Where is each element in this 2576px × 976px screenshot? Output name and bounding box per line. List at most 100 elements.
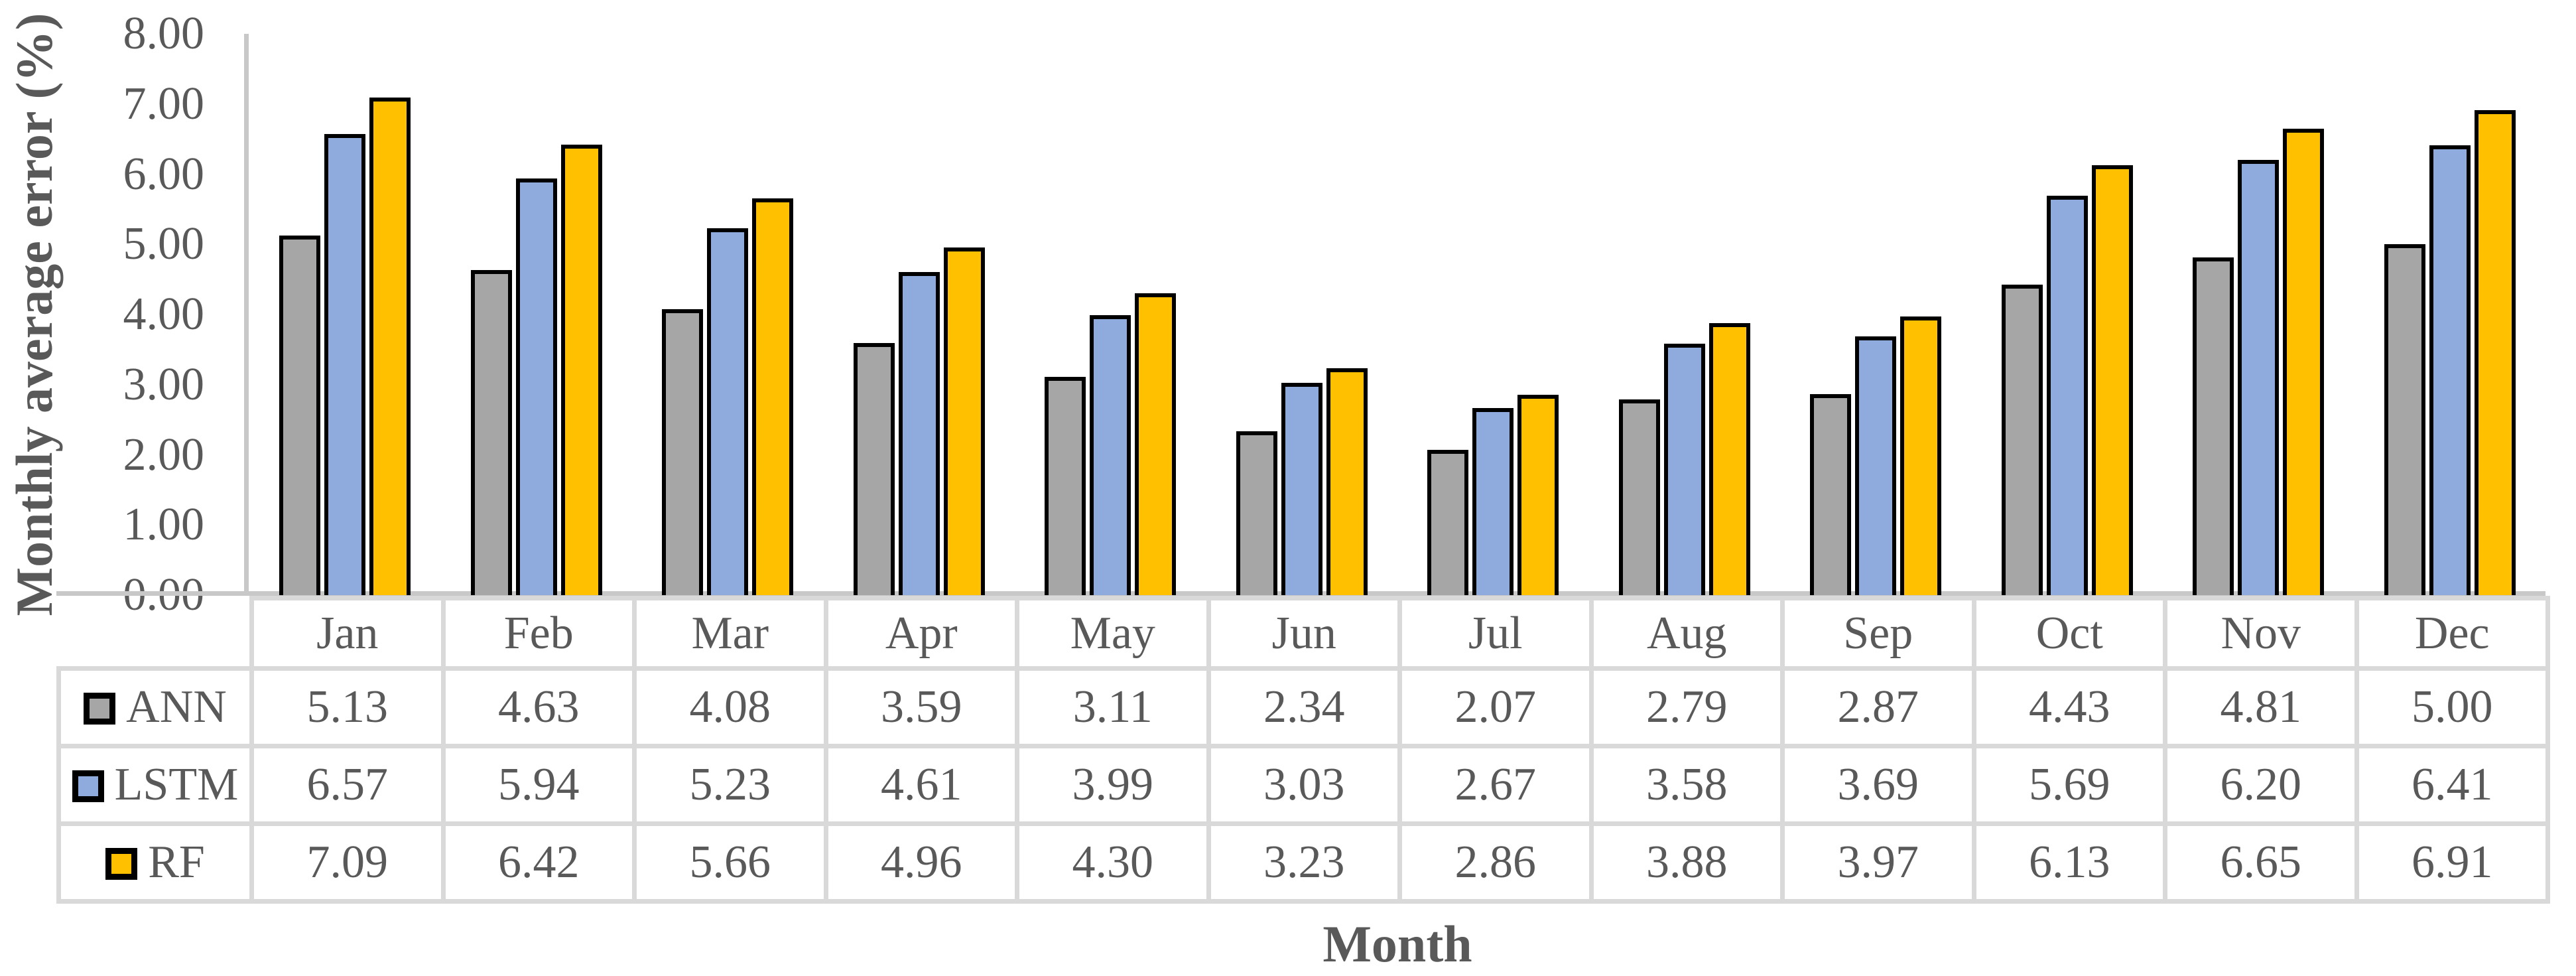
- table-row-ann: ANN 5.13 4.63 4.08 3.59 3.11 2.34 2.07 2.79 2.87 4…: [56, 666, 2550, 748]
- month-header-jul: Jul: [1397, 596, 1594, 671]
- cell-rf-sep: 3.97: [1780, 821, 1976, 904]
- cell-rf-jan: 7.09: [249, 821, 446, 904]
- cell-rf-feb: 6.42: [440, 821, 637, 904]
- bar-ann-dec: [2384, 244, 2425, 595]
- bar-rf-aug: [1708, 322, 1750, 595]
- bar-lstm-jan: [324, 134, 366, 595]
- bar-ann-apr: [853, 343, 895, 595]
- month-header-sep: Sep: [1780, 596, 1976, 671]
- cell-lstm-sep: 3.69: [1780, 744, 1976, 826]
- y-tick-label: 4.00: [123, 289, 205, 340]
- cell-ann-feb: 4.63: [440, 666, 637, 748]
- cell-ann-dec: 5.00: [2354, 666, 2550, 748]
- month-header-nov: Nov: [2163, 596, 2359, 671]
- month-header-aug: Aug: [1588, 596, 1785, 671]
- bar-ann-jan: [279, 235, 321, 595]
- bar-rf-jul: [1517, 394, 1559, 595]
- cell-rf-jul: 2.86: [1397, 821, 1594, 904]
- bar-rf-apr: [943, 247, 985, 595]
- bar-rf-mar: [752, 198, 794, 595]
- bar-rf-may: [1135, 293, 1177, 595]
- bar-rf-jun: [1326, 368, 1368, 595]
- y-tick-label: 6.00: [123, 148, 205, 200]
- bar-ann-jul: [1427, 450, 1469, 595]
- cell-lstm-apr: 4.61: [823, 744, 1019, 826]
- legend-key-ann-icon: [84, 693, 116, 725]
- month-header-apr: Apr: [823, 596, 1019, 671]
- table-corner-cell: [59, 598, 252, 669]
- bar-lstm-feb: [515, 178, 557, 595]
- bar-ann-feb: [470, 270, 512, 595]
- cell-rf-aug: 3.88: [1588, 821, 1785, 904]
- legend-key-lstm-icon: [72, 770, 104, 802]
- bar-lstm-oct: [2046, 196, 2088, 595]
- legend-key-rf-icon: [105, 848, 138, 880]
- month-header-dec: Dec: [2354, 596, 2550, 671]
- bar-rf-jan: [369, 98, 411, 595]
- series-label-ann: ANN: [56, 666, 254, 748]
- bar-rf-dec: [2474, 110, 2516, 595]
- cell-rf-mar: 5.66: [632, 821, 828, 904]
- bar-rf-nov: [2283, 128, 2325, 595]
- cell-ann-oct: 4.43: [1971, 666, 2167, 748]
- bar-ann-may: [1045, 377, 1086, 595]
- month-header-jun: Jun: [1206, 596, 1402, 671]
- cell-lstm-oct: 5.69: [1971, 744, 2167, 826]
- cell-rf-may: 4.30: [1015, 821, 1211, 904]
- cell-lstm-jun: 3.03: [1206, 744, 1402, 826]
- month-header-may: May: [1015, 596, 1211, 671]
- bar-ann-sep: [1810, 393, 1852, 595]
- bar-lstm-jul: [1472, 407, 1514, 595]
- cell-ann-apr: 3.59: [823, 666, 1019, 748]
- bar-ann-jun: [1236, 431, 1277, 595]
- cell-lstm-aug: 3.58: [1588, 744, 1785, 826]
- bar-ann-nov: [2193, 257, 2234, 595]
- bar-lstm-dec: [2429, 145, 2471, 595]
- cell-lstm-jan: 6.57: [249, 744, 446, 826]
- cell-lstm-mar: 5.23: [632, 744, 828, 826]
- bar-rf-sep: [1900, 316, 1942, 595]
- table-row-lstm: LSTM 6.57 5.94 5.23 4.61 3.99 3.03 2.67 3.58 3.69…: [56, 744, 2550, 826]
- cell-rf-jun: 3.23: [1206, 821, 1402, 904]
- y-tick-label: 3.00: [123, 358, 205, 410]
- bar-lstm-nov: [2238, 160, 2280, 595]
- cell-rf-apr: 4.96: [823, 821, 1019, 904]
- bar-rf-oct: [2091, 165, 2133, 595]
- y-tick-label: 8.00: [123, 8, 205, 59]
- month-header-oct: Oct: [1971, 596, 2167, 671]
- cell-lstm-nov: 6.20: [2163, 744, 2359, 826]
- bar-lstm-apr: [898, 271, 940, 595]
- cell-ann-jun: 2.34: [1206, 666, 1402, 748]
- cell-rf-nov: 6.65: [2163, 821, 2359, 904]
- month-header-feb: Feb: [440, 596, 637, 671]
- cell-ann-sep: 2.87: [1780, 666, 1976, 748]
- y-tick-label: 7.00: [123, 78, 205, 129]
- table-row-rf: RF 7.09 6.42 5.66 4.96 4.30 3.23 2.86 3.88 3.97 6.…: [56, 821, 2550, 904]
- y-tick-label: 1.00: [123, 499, 205, 551]
- cell-ann-aug: 2.79: [1588, 666, 1785, 748]
- bar-rf-feb: [560, 145, 602, 595]
- bar-lstm-aug: [1663, 344, 1705, 595]
- bar-ann-aug: [1618, 399, 1660, 595]
- y-axis-line: [244, 34, 249, 596]
- plot-area: [249, 34, 2545, 595]
- month-header-mar: Mar: [632, 596, 828, 671]
- cell-ann-jan: 5.13: [249, 666, 446, 748]
- bar-lstm-sep: [1855, 336, 1897, 595]
- cell-lstm-feb: 5.94: [440, 744, 637, 826]
- cell-ann-nov: 4.81: [2163, 666, 2359, 748]
- month-header-jan: Jan: [249, 596, 446, 671]
- bar-lstm-may: [1090, 315, 1131, 595]
- y-tick-label: 2.00: [123, 429, 205, 480]
- cell-ann-may: 3.11: [1015, 666, 1211, 748]
- cell-rf-oct: 6.13: [1971, 821, 2167, 904]
- cell-lstm-may: 3.99: [1015, 744, 1211, 826]
- x-axis-title: Month: [1322, 915, 1472, 973]
- cell-rf-dec: 6.91: [2354, 821, 2550, 904]
- series-label-rf: RF: [56, 821, 254, 904]
- series-label-lstm: LSTM: [56, 744, 254, 826]
- cell-ann-jul: 2.07: [1397, 666, 1594, 748]
- y-tick-label: 5.00: [123, 218, 205, 270]
- bar-lstm-mar: [707, 228, 749, 595]
